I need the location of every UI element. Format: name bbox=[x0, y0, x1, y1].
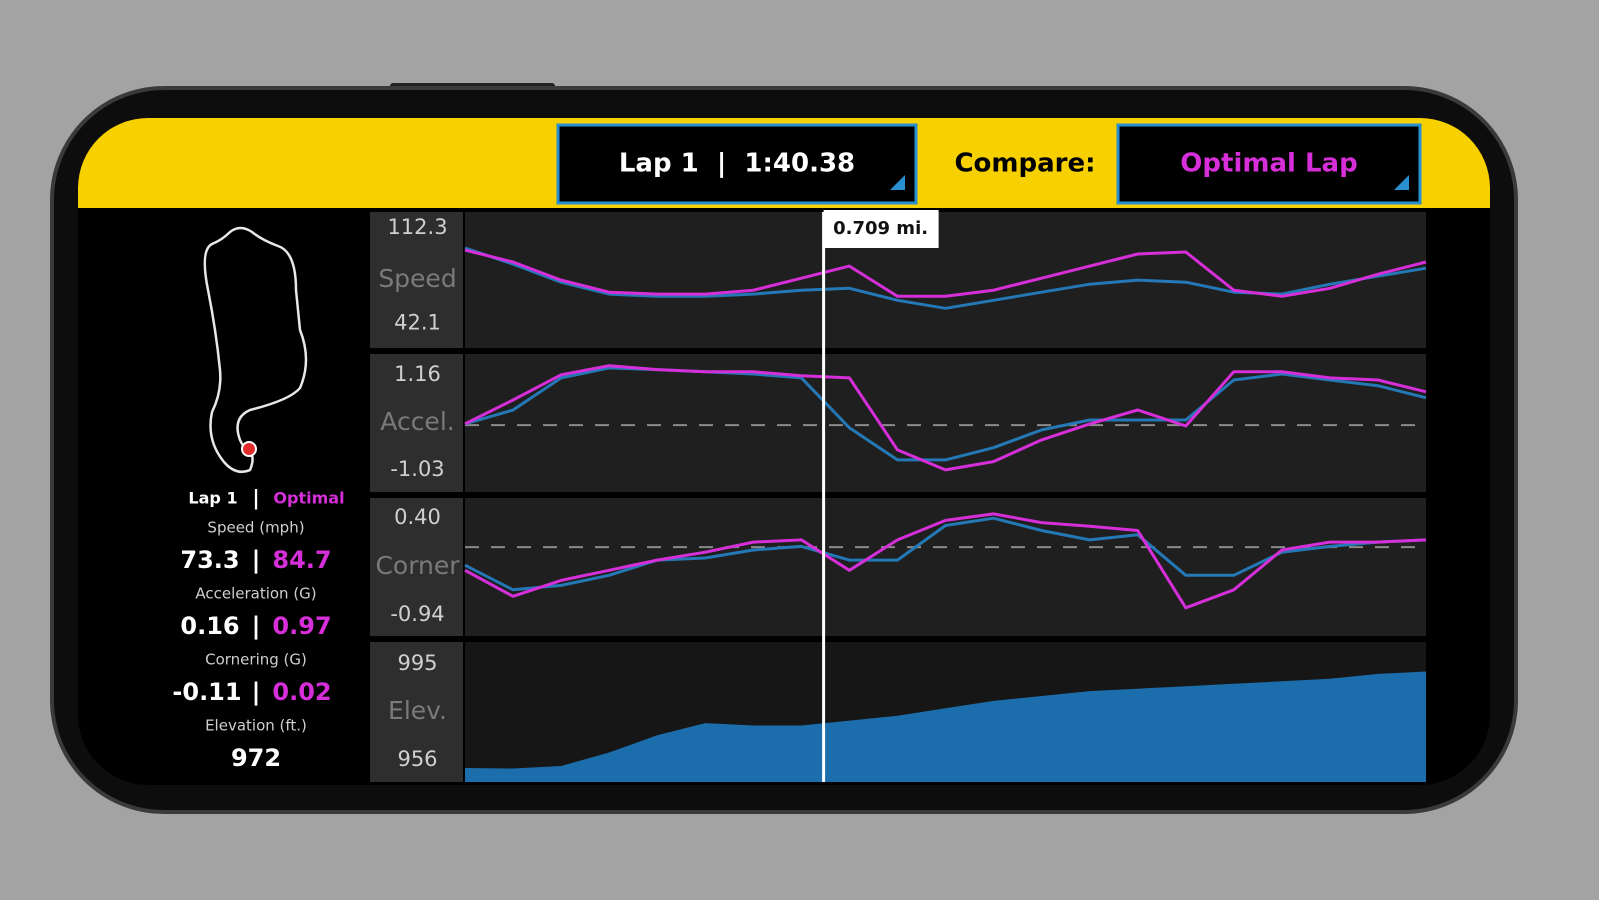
chart-panel: Speed 42.1 112.3 bbox=[370, 212, 1427, 348]
stats-panel: Lap 1 | Optimal Speed (mph) 73.3 | 84.7 … bbox=[172, 486, 344, 773]
legend-optimal: Optimal bbox=[273, 489, 344, 508]
lap-select-box[interactable] bbox=[556, 123, 918, 205]
stat-separator: | bbox=[252, 546, 261, 574]
stat-lap: 73.3 bbox=[180, 546, 239, 574]
y-tick-label: -1.03 bbox=[390, 457, 444, 481]
stat-label: Speed (mph) bbox=[207, 519, 304, 537]
stat-lap: -0.11 bbox=[172, 678, 241, 706]
elevation-area bbox=[465, 671, 1426, 782]
stat-label: Elevation (ft.) bbox=[205, 717, 307, 735]
lap-select-text[interactable]: Lap 1 | 1:40.38 bbox=[619, 149, 855, 179]
series-line bbox=[464, 248, 1427, 298]
compare-dropdown[interactable]: Optimal Lap bbox=[1116, 123, 1422, 205]
y-tick-label: -0.94 bbox=[390, 602, 444, 626]
y-tick-label: 1.16 bbox=[394, 362, 441, 386]
cursor-tooltip bbox=[823, 210, 939, 248]
compare-select-text[interactable]: Optimal Lap bbox=[1180, 149, 1357, 179]
stat-value: 972 bbox=[231, 744, 281, 772]
legend-separator: | bbox=[252, 486, 259, 510]
compare-select-box[interactable] bbox=[1116, 123, 1422, 205]
series-line bbox=[464, 512, 1427, 610]
cursor-label: 0.709 mi. bbox=[833, 218, 928, 239]
series-line bbox=[464, 516, 1427, 592]
stat-label: Cornering (G) bbox=[205, 651, 307, 669]
chart-panel: Corner -0.94 0.40 bbox=[370, 498, 1427, 636]
plot-area bbox=[465, 212, 1426, 348]
stat-label: Acceleration (G) bbox=[195, 585, 316, 603]
chart-label: Speed bbox=[378, 264, 456, 293]
dropdown-arrow[interactable] bbox=[1394, 175, 1409, 190]
lap-dropdown[interactable]: Lap 1 | 1:40.38 bbox=[556, 123, 918, 205]
chart-label: Elev. bbox=[388, 696, 447, 725]
plot-area bbox=[465, 498, 1426, 636]
legend-lap: Lap 1 bbox=[188, 489, 237, 508]
chart-panel: Elev. 956 995 bbox=[370, 642, 1426, 782]
chart-label: Accel. bbox=[380, 407, 454, 436]
axis-column bbox=[370, 212, 463, 348]
chart-label: Corner bbox=[375, 551, 460, 580]
stat-lap: 0.16 bbox=[180, 612, 239, 640]
y-tick-label: 42.1 bbox=[394, 310, 441, 334]
screen: Lap 1 | 1:40.38 Compare: Optimal Lap Lap… bbox=[78, 118, 1490, 785]
axis-column bbox=[370, 642, 463, 782]
stat-optimal: 0.97 bbox=[272, 612, 331, 640]
y-tick-label: 0.40 bbox=[394, 505, 441, 529]
y-tick-label: 995 bbox=[397, 651, 437, 675]
stat-optimal: 0.02 bbox=[272, 678, 331, 706]
track-position bbox=[241, 441, 257, 457]
series-line bbox=[464, 364, 1427, 472]
y-tick-label: 956 bbox=[397, 747, 437, 771]
stat-separator: | bbox=[252, 678, 261, 706]
y-tick-label: 112.3 bbox=[387, 215, 447, 239]
axis-column bbox=[370, 354, 463, 492]
dropdown-arrow[interactable] bbox=[890, 175, 905, 190]
stat-separator: | bbox=[252, 612, 261, 640]
axis-column bbox=[370, 498, 463, 636]
compare-label: Compare: bbox=[954, 149, 1095, 179]
stat-optimal: 84.7 bbox=[272, 546, 331, 574]
chart-panel: Accel. -1.03 1.16 bbox=[370, 354, 1427, 492]
